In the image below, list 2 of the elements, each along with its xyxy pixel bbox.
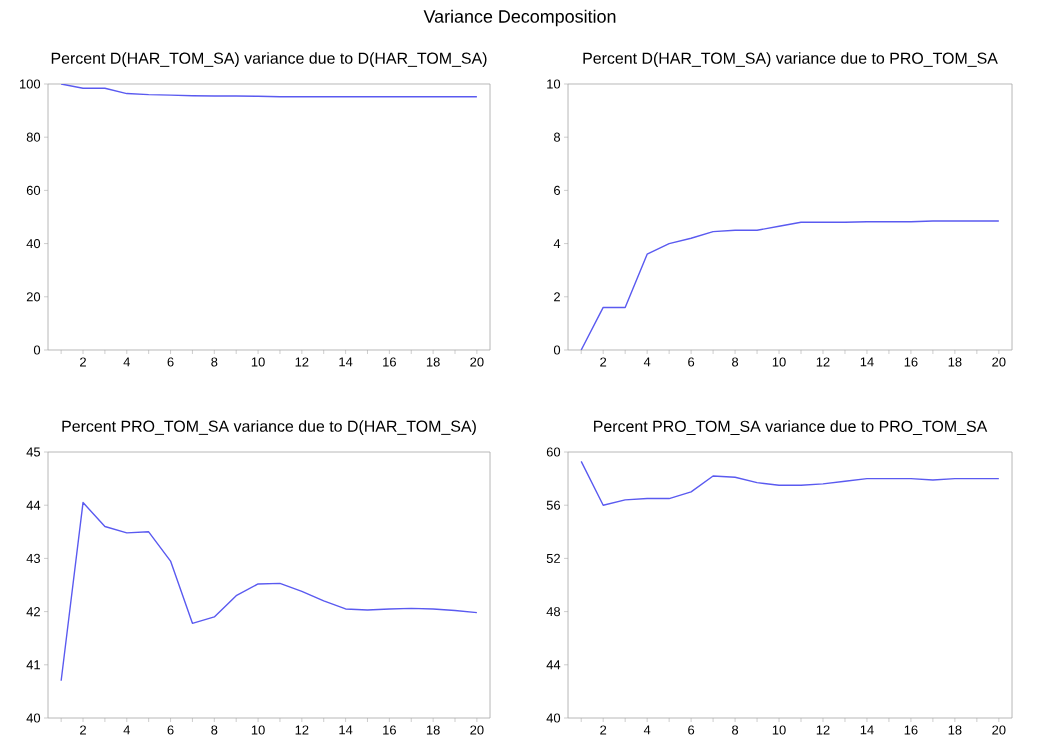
line-series: [60, 501, 478, 682]
text: Variance Decomposition: [423, 9, 616, 27]
